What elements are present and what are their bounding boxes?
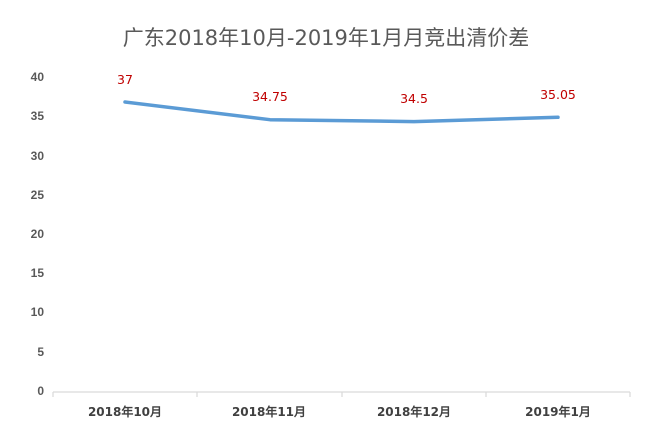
x-axis-line (52, 391, 631, 397)
y-tick-label: 15 (30, 266, 44, 280)
y-tick-label: 35 (30, 109, 44, 123)
data-label: 34.75 (252, 89, 288, 104)
y-tick-label: 20 (30, 227, 44, 241)
series-line (123, 100, 560, 124)
y-tick-label: 30 (30, 149, 44, 163)
y-tick-label: 40 (30, 70, 44, 84)
y-tick-label: 10 (30, 305, 44, 319)
x-tick-label: 2018年12月 (376, 405, 452, 419)
x-tick-label: 2019年1月 (525, 405, 591, 419)
x-tick-label: 2018年10月 (87, 405, 163, 419)
chart-title: 广东2018年10月-2019年1月月竞出清价差 (122, 26, 530, 50)
x-tick-label: 2018年11月 (231, 405, 307, 419)
y-tick-label: 25 (30, 188, 44, 202)
y-tick-label: 0 (37, 384, 44, 398)
data-label: 34.5 (400, 91, 428, 106)
y-tick-label: 5 (37, 345, 44, 359)
data-label: 37 (117, 72, 133, 87)
data-label: 35.05 (540, 87, 576, 102)
